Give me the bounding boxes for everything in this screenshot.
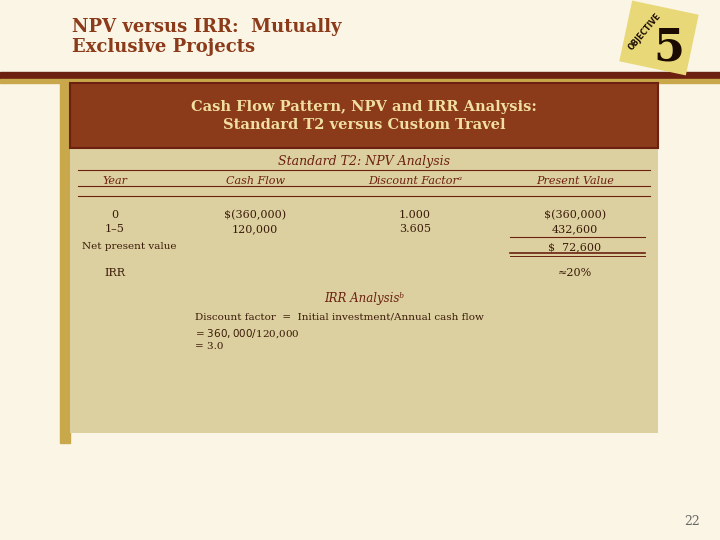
Text: 1.000: 1.000	[399, 210, 431, 220]
Text: 3.605: 3.605	[399, 224, 431, 234]
Text: IRR: IRR	[104, 268, 125, 278]
Text: Cash Flow: Cash Flow	[225, 176, 284, 186]
Text: $  72,600: $ 72,600	[549, 242, 602, 252]
Text: Exclusive Projects: Exclusive Projects	[72, 38, 255, 56]
Bar	[70, 148, 658, 433]
Text: Discount factor  =  Initial investment/Annual cash flow: Discount factor = Initial investment/Ann…	[195, 312, 484, 321]
Bar	[0, 72, 720, 79]
Text: 1–5: 1–5	[105, 224, 125, 234]
Text: 120,000: 120,000	[232, 224, 278, 234]
Text: $(360,000): $(360,000)	[544, 210, 606, 220]
Text: 0: 0	[112, 210, 119, 220]
Text: Net present value: Net present value	[82, 242, 176, 251]
Text: Year: Year	[102, 176, 127, 186]
Text: Standard T2 versus Custom Travel: Standard T2 versus Custom Travel	[222, 118, 505, 132]
Text: Discount Factorᵃ: Discount Factorᵃ	[368, 176, 462, 186]
Text: 432,600: 432,600	[552, 224, 598, 234]
Text: $(360,000): $(360,000)	[224, 210, 286, 220]
Text: Present Value: Present Value	[536, 176, 614, 186]
Text: 22: 22	[684, 515, 700, 528]
Text: Standard T2: NPV Analysis: Standard T2: NPV Analysis	[278, 155, 450, 168]
Text: IRR Analysisᵇ: IRR Analysisᵇ	[324, 292, 404, 305]
Polygon shape	[619, 1, 698, 76]
Text: = 3.0: = 3.0	[195, 342, 223, 351]
Text: Cash Flow Pattern, NPV and IRR Analysis:: Cash Flow Pattern, NPV and IRR Analysis:	[191, 100, 537, 114]
Bar	[0, 79, 720, 83]
Text: ≈20%: ≈20%	[558, 268, 592, 278]
Text: NPV versus IRR:  Mutually: NPV versus IRR: Mutually	[72, 18, 341, 36]
Bar	[70, 83, 658, 148]
Text: OBJECTIVE: OBJECTIVE	[627, 12, 663, 52]
Bar	[60, 83, 70, 443]
Text: 5: 5	[654, 26, 685, 70]
Text: = $360,000/$120,000: = $360,000/$120,000	[195, 327, 300, 340]
